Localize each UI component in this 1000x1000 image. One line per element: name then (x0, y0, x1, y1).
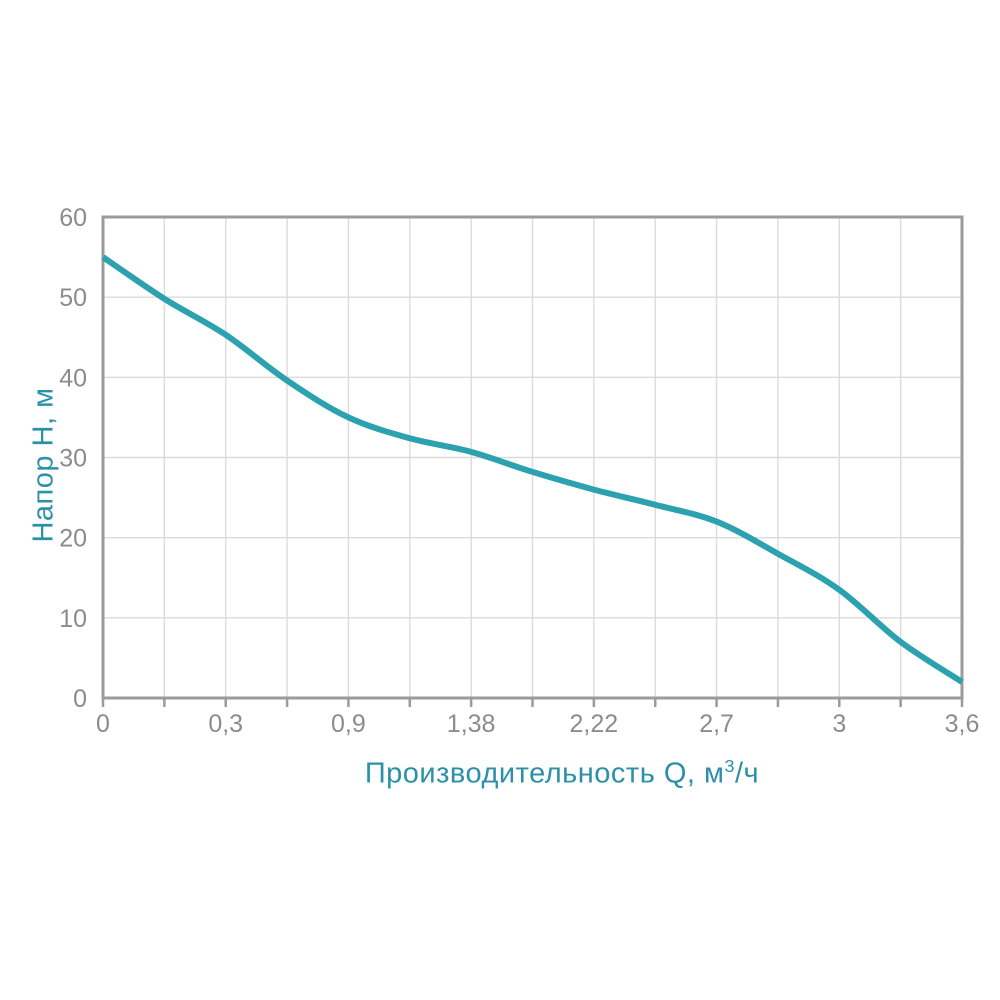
x-tick-label: 1,38 (447, 710, 496, 738)
y-tick-label: 40 (59, 364, 87, 392)
x-tick-label: 3,6 (945, 710, 980, 738)
pump-head-curve (101, 254, 964, 685)
y-axis-title: Напор Н, м (27, 387, 60, 543)
x-axis-title-text: Производительность Q, м (364, 757, 725, 790)
x-tick-label: 2,7 (699, 710, 734, 738)
y-tick-label: 30 (59, 445, 87, 473)
x-axis-title-superscript: 3 (724, 756, 735, 776)
y-tick-label: 60 (59, 204, 87, 232)
x-tick-label: 0 (96, 710, 110, 738)
x-axis-title: Производительность Q, м3/ч (365, 756, 759, 791)
y-tick-label: 10 (59, 605, 87, 633)
x-tick-label: 0,9 (331, 710, 366, 738)
x-tick-label: 2,22 (570, 710, 619, 738)
y-tick-label: 0 (73, 685, 87, 713)
x-tick-label: 3 (832, 710, 846, 738)
y-tick-label: 50 (59, 284, 87, 312)
y-tick-label: 20 (59, 525, 87, 553)
x-axis-title-unit: /ч (734, 757, 760, 790)
x-tick-label: 0,3 (208, 710, 243, 738)
